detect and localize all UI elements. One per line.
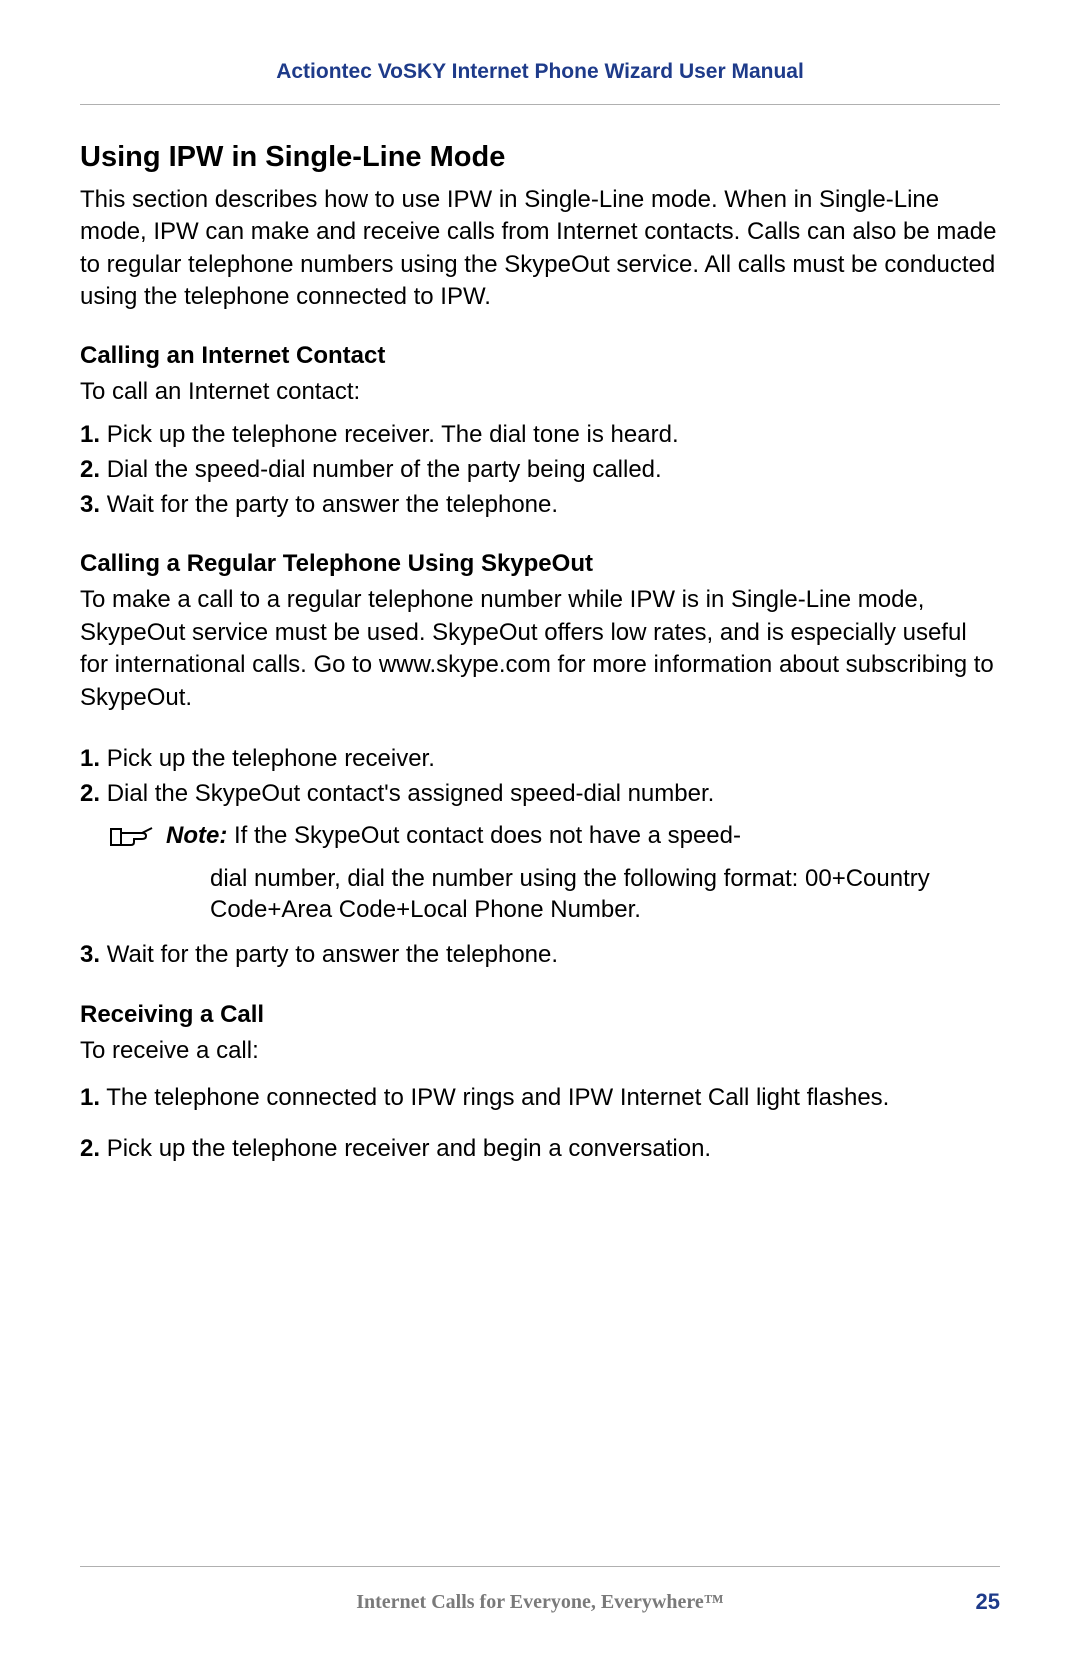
step-text: Pick up the telephone receiver and begin… — [107, 1135, 711, 1162]
step-number: 1. — [80, 421, 100, 448]
pointing-hand-icon — [110, 824, 154, 855]
step-text: Wait for the party to answer the telepho… — [107, 941, 558, 968]
sub1-title: Calling an Internet Contact — [80, 342, 1000, 370]
note-label: Note: — [166, 822, 227, 849]
note-text: Note: If the SkypeOut contact does not h… — [166, 820, 741, 852]
step-text: Pick up the telephone receiver. The dial… — [107, 421, 679, 448]
section-intro: This section describes how to use IPW in… — [80, 184, 1000, 314]
sub1-steps: 1. Pick up the telephone receiver. The d… — [80, 418, 1000, 522]
sub3-title: Receiving a Call — [80, 1001, 1000, 1029]
sub3-intro: To receive a call: — [80, 1035, 1000, 1067]
step-text: The telephone connected to IPW rings and… — [106, 1084, 889, 1111]
section-title: Using IPW in Single-Line Mode — [80, 141, 1000, 174]
footer-slogan: Internet Calls for Everyone, Everywhere™ — [120, 1591, 960, 1614]
sub1-intro: To call an Internet contact: — [80, 376, 1000, 408]
step-number: 2. — [80, 780, 100, 807]
list-item: 2. Dial the speed-dial number of the par… — [80, 453, 1000, 488]
list-item: 2. Dial the SkypeOut contact's assigned … — [80, 777, 1000, 812]
sub2-steps: 1. Pick up the telephone receiver. 2. Di… — [80, 742, 1000, 812]
sub2-steps-after: 3. Wait for the party to answer the tele… — [80, 938, 1000, 973]
note-first-line: If the SkypeOut contact does not have a … — [234, 822, 741, 849]
note-continuation: dial number, dial the number using the f… — [80, 863, 1000, 926]
step-number: 1. — [80, 1084, 100, 1111]
sub2-intro: To make a call to a regular telephone nu… — [80, 584, 1000, 714]
step-text: Dial the SkypeOut contact's assigned spe… — [107, 780, 715, 807]
list-item: 1. Pick up the telephone receiver. — [80, 742, 1000, 777]
step-number: 2. — [80, 456, 100, 483]
step-number: 2. — [80, 1135, 100, 1162]
list-item: 3. Wait for the party to answer the tele… — [80, 938, 1000, 973]
step-number: 3. — [80, 941, 100, 968]
step-number: 1. — [80, 745, 100, 772]
manual-page: Actiontec VoSKY Internet Phone Wizard Us… — [0, 0, 1080, 1665]
page-number: 25 — [960, 1589, 1000, 1615]
step-text: Dial the speed-dial number of the party … — [107, 456, 662, 483]
list-item: 1. Pick up the telephone receiver. The d… — [80, 418, 1000, 453]
header-title: Actiontec VoSKY Internet Phone Wizard Us… — [276, 60, 804, 83]
sub3-steps: 1. The telephone connected to IPW rings … — [80, 1081, 1000, 1167]
sub2-title: Calling a Regular Telephone Using SkypeO… — [80, 550, 1000, 578]
page-footer: Internet Calls for Everyone, Everywhere™… — [80, 1566, 1000, 1615]
page-header: Actiontec VoSKY Internet Phone Wizard Us… — [80, 60, 1000, 105]
step-text: Pick up the telephone receiver. — [107, 745, 435, 772]
list-item: 1. The telephone connected to IPW rings … — [80, 1081, 1000, 1116]
note-block: Note: If the SkypeOut contact does not h… — [110, 820, 1000, 855]
step-number: 3. — [80, 491, 100, 518]
list-item: 3. Wait for the party to answer the tele… — [80, 488, 1000, 523]
list-item: 2. Pick up the telephone receiver and be… — [80, 1132, 1000, 1167]
step-text: Wait for the party to answer the telepho… — [107, 491, 558, 518]
